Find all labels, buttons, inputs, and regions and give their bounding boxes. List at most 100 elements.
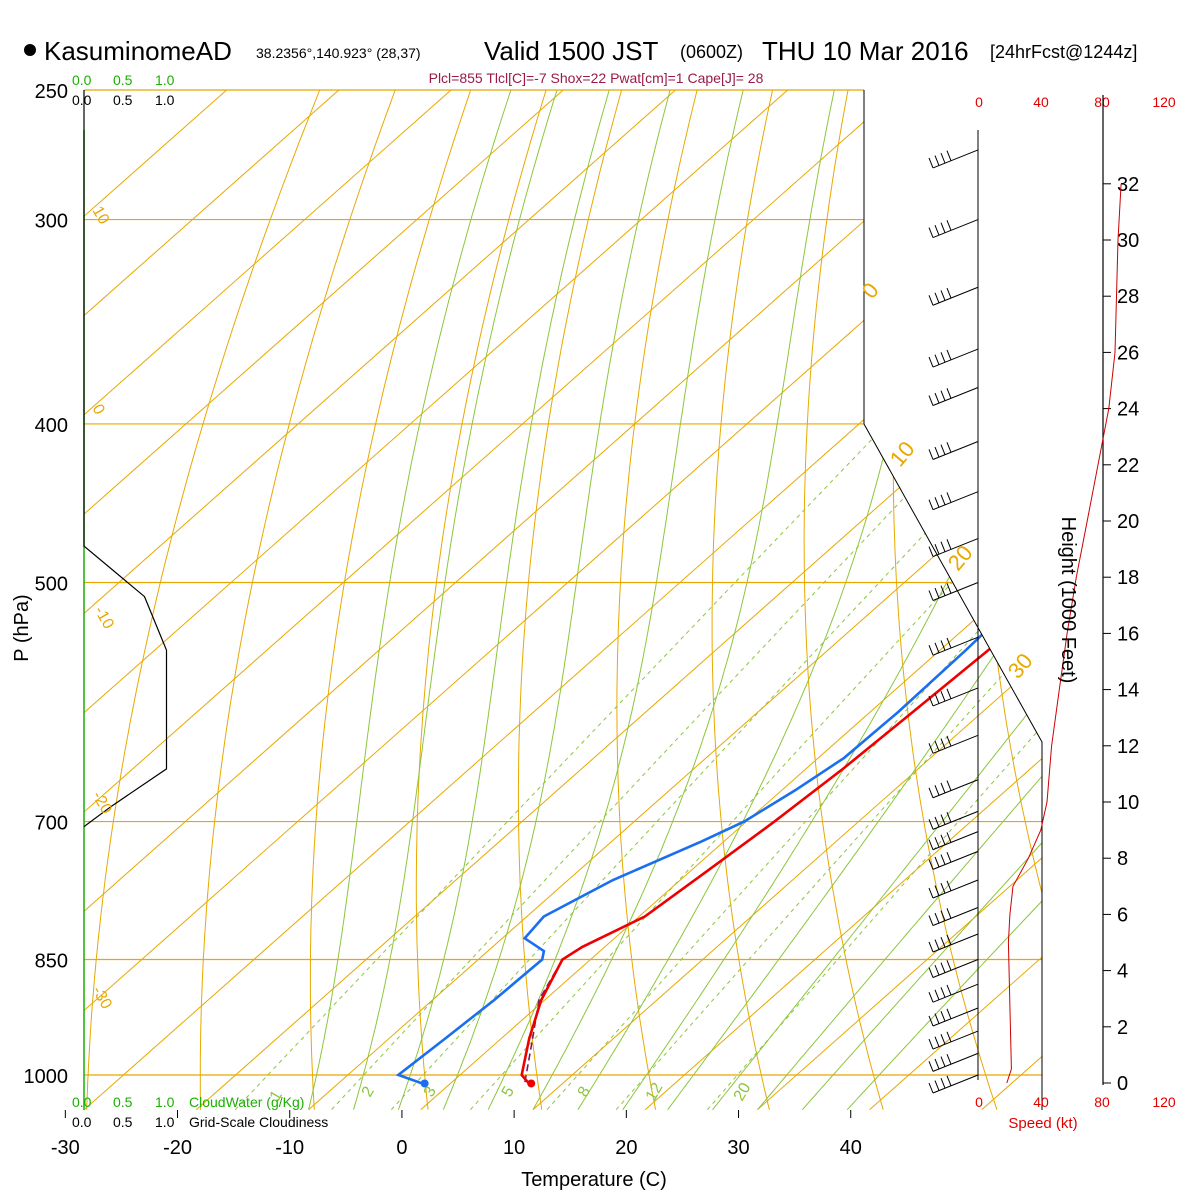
isotherm-line: [84, 90, 1042, 1110]
wind-barb: [928, 879, 979, 899]
wind-barb: [928, 582, 979, 601]
cloud-scale-top-black-1: 0.5: [113, 92, 133, 108]
cloud-scale-bottom-black-2: 1.0: [155, 1114, 175, 1130]
isobar-lines: [84, 89, 1042, 1076]
isotherm-line: [84, 90, 1042, 1110]
cloud-scale-top-black-0: 0.0: [72, 92, 92, 108]
moist-adiabat-line: [846, 90, 1042, 1110]
height-tick-label: 22: [1117, 455, 1139, 477]
mixing-ratio-label: 20: [731, 1080, 755, 1104]
wind-barb: [928, 687, 979, 707]
frame-right: [863, 90, 1043, 1110]
dry-adiabat-line: [86, 90, 332, 1110]
isotherm-line: [84, 90, 485, 1110]
surface-temperature-point: [527, 1079, 536, 1088]
y-tick-label: 400: [35, 415, 68, 437]
moist-adiabat-label: 10: [885, 436, 920, 471]
dry-adiabat-line: [309, 90, 482, 1110]
parcel-indices: Plcl=855 Tlcl[C]=-7 Shox=22 Pwat[cm]=1 C…: [429, 70, 764, 86]
cloud-scale-top-green-2: 1.0: [155, 72, 175, 88]
isotherm-line: [84, 90, 821, 1110]
y-tick-label: 500: [35, 574, 68, 596]
cloud-scale-top-green-0: 0.0: [72, 72, 92, 88]
wind-barb: [928, 348, 979, 368]
isotherm-line: [196, 90, 1042, 1110]
x-tick-label: -30: [51, 1137, 80, 1159]
cloud-scale-top-black-2: 1.0: [155, 92, 175, 108]
mixing-ratio-label: 12: [643, 1080, 667, 1104]
moist-adiabat-line: [757, 90, 1042, 1110]
moist-adiabat-line: [442, 90, 679, 1110]
mixing-ratio-label: 3: [421, 1084, 440, 1100]
speed-top-120: 120: [1152, 94, 1176, 110]
cloud-scale-bottom-black-0: 0.0: [72, 1114, 92, 1130]
thermo-grid: [84, 61, 1200, 1110]
wind-barb: [928, 149, 979, 169]
dry-adiabat-line: [803, 90, 884, 1110]
speed-top-80: 80: [1094, 94, 1110, 110]
height-tick-label: 10: [1117, 792, 1139, 814]
x-tick-label: -20: [163, 1137, 192, 1159]
dry-adiabat-line: [517, 90, 631, 1110]
wind-barb: [928, 538, 979, 558]
isotherm-line: [869, 90, 1042, 1110]
wind-barb: [928, 387, 979, 406]
dry-adiabat-line: [1145, 61, 1200, 1110]
wind-barb: [928, 1007, 979, 1027]
cloudiness-legend: Grid-Scale Cloudiness: [189, 1114, 328, 1130]
height-tick-label: 32: [1117, 174, 1139, 196]
height-tick-label: 18: [1117, 567, 1139, 589]
moist-adiabat-line: [801, 90, 1042, 1110]
wind-barb: [928, 491, 979, 511]
speed-bottom-120: 120: [1152, 1094, 1176, 1110]
height-tick-label: 26: [1117, 342, 1139, 364]
wind-barb: [928, 983, 979, 1003]
temperature-profile: [520, 143, 1042, 1085]
cloud-scale-top-green-1: 0.5: [113, 72, 133, 88]
isotherm-line: [757, 90, 1042, 1110]
dry-adiabat-line: [199, 90, 407, 1110]
forecast-run: [24hrFcst@1244z]: [990, 42, 1137, 62]
forecast-date: THU 10 Mar 2016: [762, 36, 969, 66]
y-tick-label: 250: [35, 81, 68, 103]
mixing-ratio-line: [546, 423, 1042, 1110]
dry-adiabat-line: [711, 90, 780, 1110]
height-tick-label: 16: [1117, 623, 1139, 645]
moist-adiabat-line: [397, 90, 619, 1110]
mixing-ratio-line: [390, 423, 1029, 1110]
y-tick-label: 300: [35, 211, 68, 233]
isotherm-line: [532, 90, 1042, 1110]
mixing-ratio-label: 5: [499, 1084, 518, 1100]
x-tick-label: 30: [727, 1137, 749, 1159]
speed-scale-top: 0 40 80 120: [975, 94, 1176, 110]
wind-barb: [928, 831, 979, 851]
isotherm-line: [981, 90, 1042, 1110]
y-tick-label: 700: [35, 813, 68, 835]
cloud-scale-top: 0.0 0.5 1.0 0.0 0.5 1.0: [72, 72, 175, 108]
wind-barb: [928, 779, 979, 799]
wind-barb: [928, 636, 979, 656]
wind-barb: [928, 1030, 979, 1050]
wind-barb: [928, 441, 979, 460]
mixing-ratio-line: [615, 423, 1042, 1110]
wind-barb: [928, 1052, 979, 1072]
cloudwater-legend: CloudWater (g/Kg): [189, 1094, 304, 1110]
isotherm-line: [84, 90, 372, 1110]
isotherm-line: [84, 90, 597, 1110]
speed-bottom-40: 40: [1033, 1094, 1049, 1110]
wind-barb: [928, 219, 979, 239]
dewpoint-profile: [395, 143, 1042, 1085]
height-tick-label: 14: [1117, 680, 1139, 702]
moist-adiabat-line: [712, 90, 1042, 1110]
surface-dewpoint-point: [420, 1079, 429, 1088]
height-tick-label: 0: [1117, 1073, 1128, 1095]
station-marker-icon: [24, 44, 36, 56]
dry-adiabat-line: [616, 90, 705, 1110]
speed-bottom-0: 0: [975, 1094, 983, 1110]
wind-barb: [928, 907, 979, 926]
dry-adiabat-label: -10: [91, 604, 117, 633]
x-tick-label: 20: [615, 1137, 637, 1159]
isotherm-line: [84, 90, 709, 1110]
